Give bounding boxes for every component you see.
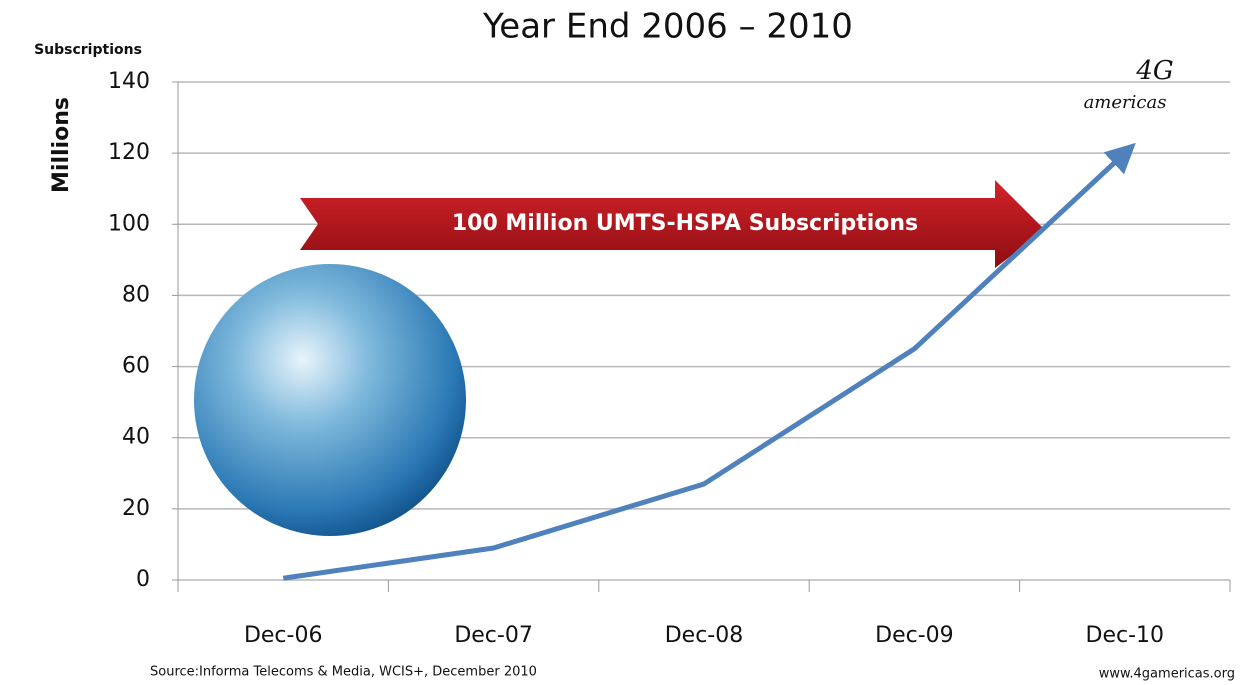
source-note: Source:Informa Telecoms & Media, WCIS+, … xyxy=(150,665,537,680)
annotation-arrow xyxy=(300,180,1045,268)
y-unit-label: Subscriptions xyxy=(34,42,142,58)
data-line xyxy=(282,142,1136,581)
y-tick-label: 140 xyxy=(108,69,150,94)
plot xyxy=(282,142,1136,581)
website: www.4gamericas.org xyxy=(1099,667,1235,682)
logo-text: 4G xyxy=(1135,56,1173,86)
x-tick-label: Dec-07 xyxy=(454,623,533,648)
annotation: 100 Million UMTS-HSPA Subscriptions xyxy=(452,211,918,236)
y-tick-label: 40 xyxy=(122,425,150,450)
y-tick-label: 60 xyxy=(122,354,150,379)
x-tick-label: Dec-08 xyxy=(665,623,744,648)
x-tick-label: Dec-06 xyxy=(244,623,323,648)
globe-image xyxy=(194,264,466,536)
y-tick-label: 120 xyxy=(108,140,150,165)
x-tick-label: Dec-10 xyxy=(1086,623,1165,648)
chart-title: Year End 2006 – 2010 xyxy=(482,7,853,47)
y-axis-label: Millions xyxy=(49,97,74,193)
y-tick-label: 100 xyxy=(108,211,150,236)
logo-text: americas xyxy=(1084,92,1167,113)
x-tick-label: Dec-09 xyxy=(875,623,954,648)
y-tick-label: 20 xyxy=(122,496,150,521)
y-tick-label: 0 xyxy=(136,567,150,592)
y-tick-label: 80 xyxy=(122,282,150,307)
